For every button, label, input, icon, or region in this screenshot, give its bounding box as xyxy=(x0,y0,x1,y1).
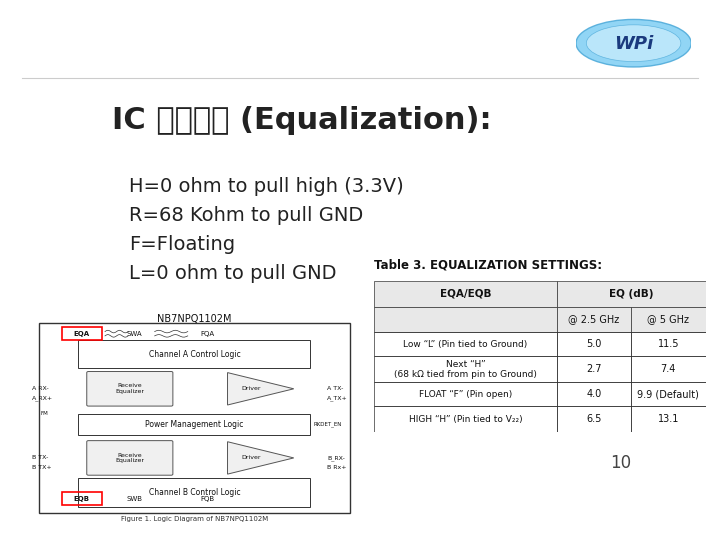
Text: Receive
Equalizer: Receive Equalizer xyxy=(115,383,144,394)
Text: A_TX+: A_TX+ xyxy=(327,396,348,401)
Bar xyxy=(78,414,310,435)
Bar xyxy=(62,492,102,505)
Text: 5.0: 5.0 xyxy=(586,339,601,349)
Text: NB7NPQ1102M: NB7NPQ1102M xyxy=(157,314,232,325)
Text: 2.7: 2.7 xyxy=(586,364,602,374)
Text: EQ (dB): EQ (dB) xyxy=(609,289,653,299)
Text: HIGH “H” (Pin tied to V₂₂): HIGH “H” (Pin tied to V₂₂) xyxy=(409,415,522,424)
Text: FLOAT “F” (Pin open): FLOAT “F” (Pin open) xyxy=(419,390,512,399)
Text: FQB: FQB xyxy=(201,496,215,502)
Text: EQB: EQB xyxy=(73,496,90,502)
Bar xyxy=(631,382,706,406)
Bar xyxy=(631,307,706,332)
Text: 4.0: 4.0 xyxy=(586,389,601,399)
Text: H=0 ohm to pull high (3.3V): H=0 ohm to pull high (3.3V) xyxy=(129,177,404,196)
Text: B TX+: B TX+ xyxy=(32,465,52,470)
Bar xyxy=(557,307,631,332)
Ellipse shape xyxy=(586,25,681,62)
Text: Driver: Driver xyxy=(241,386,261,391)
Text: Next “H”
(68 kΩ tied from pin to Ground): Next “H” (68 kΩ tied from pin to Ground) xyxy=(394,360,537,379)
Text: 7.4: 7.4 xyxy=(661,364,676,374)
Bar xyxy=(78,478,310,507)
Bar xyxy=(374,382,557,406)
Text: 11.5: 11.5 xyxy=(657,339,679,349)
Text: Table 3. EQUALIZATION SETTINGS:: Table 3. EQUALIZATION SETTINGS: xyxy=(374,259,603,272)
Text: IC 設定方式 (Equalization):: IC 設定方式 (Equalization): xyxy=(112,106,492,136)
Text: Receive
Equalizer: Receive Equalizer xyxy=(115,453,144,463)
Bar xyxy=(374,332,557,356)
Bar xyxy=(557,281,706,307)
Text: 6.5: 6.5 xyxy=(586,414,601,424)
Bar xyxy=(631,332,706,356)
Text: R=68 Kohm to pull GND: R=68 Kohm to pull GND xyxy=(129,206,364,225)
Text: EQA: EQA xyxy=(73,330,90,337)
Text: @ 2.5 GHz: @ 2.5 GHz xyxy=(568,314,619,325)
Text: @ 5 GHz: @ 5 GHz xyxy=(647,314,689,325)
Text: Channel A Control Logic: Channel A Control Logic xyxy=(148,350,240,359)
Polygon shape xyxy=(228,373,294,405)
Text: B Rx+: B Rx+ xyxy=(327,465,346,470)
Bar xyxy=(557,332,631,356)
Bar xyxy=(39,323,350,513)
Text: 10: 10 xyxy=(610,454,631,472)
Bar xyxy=(631,406,706,432)
Bar xyxy=(631,356,706,382)
Text: Channel B Control Logic: Channel B Control Logic xyxy=(148,488,240,497)
Bar xyxy=(557,382,631,406)
Text: B TX-: B TX- xyxy=(32,455,48,461)
FancyBboxPatch shape xyxy=(86,441,173,475)
Bar xyxy=(557,406,631,432)
Text: EQA/EQB: EQA/EQB xyxy=(440,289,491,299)
Text: 13.1: 13.1 xyxy=(657,414,679,424)
Bar xyxy=(374,356,557,382)
Text: 9.9 (Default): 9.9 (Default) xyxy=(637,389,699,399)
Text: F=Floating: F=Floating xyxy=(129,235,235,254)
Polygon shape xyxy=(228,442,294,474)
Text: FM: FM xyxy=(40,411,48,416)
Text: B_RX-: B_RX- xyxy=(327,455,345,461)
Text: Low “L” (Pin tied to Ground): Low “L” (Pin tied to Ground) xyxy=(403,340,528,349)
Text: Driver: Driver xyxy=(241,455,261,461)
Text: L=0 ohm to pull GND: L=0 ohm to pull GND xyxy=(129,265,336,284)
Text: SWB: SWB xyxy=(127,496,143,502)
Ellipse shape xyxy=(576,19,691,67)
Bar xyxy=(374,307,557,332)
Text: WPi: WPi xyxy=(614,35,653,53)
FancyBboxPatch shape xyxy=(86,372,173,406)
Bar xyxy=(62,327,102,340)
Bar xyxy=(78,340,310,368)
Bar xyxy=(374,406,557,432)
Text: FQA: FQA xyxy=(201,330,215,337)
Text: A TX-: A TX- xyxy=(327,386,343,391)
Text: Power Management Logic: Power Management Logic xyxy=(145,420,243,429)
Bar xyxy=(374,281,557,307)
Text: A RX-: A RX- xyxy=(32,386,49,391)
Text: Figure 1. Logic Diagram of NB7NPQ1102M: Figure 1. Logic Diagram of NB7NPQ1102M xyxy=(121,516,268,522)
Bar xyxy=(557,356,631,382)
Text: A_RX+: A_RX+ xyxy=(32,396,53,401)
Text: SWA: SWA xyxy=(127,330,143,337)
Text: RKDET_EN: RKDET_EN xyxy=(314,422,342,427)
